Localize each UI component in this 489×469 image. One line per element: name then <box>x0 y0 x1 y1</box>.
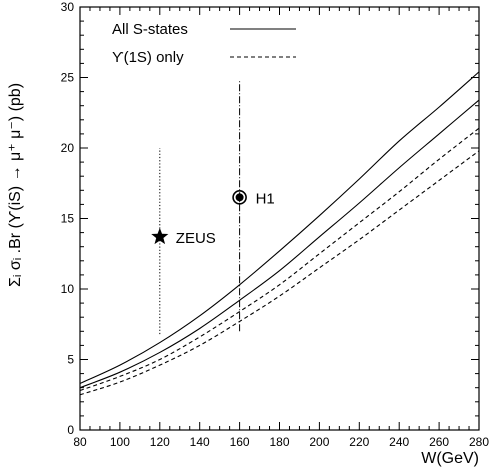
x-tick-label: 100 <box>110 435 130 449</box>
zeus-star-marker <box>151 227 169 245</box>
series-curves <box>79 71 480 396</box>
x-tick-label: 220 <box>349 435 369 449</box>
series-line-upsilon-1s-2 <box>79 127 480 392</box>
y-axis-title: Σᵢ σᵢ .Br (ϒ(iS) → μ⁺ μ⁻) (pb) <box>7 83 24 287</box>
x-tick-label: 280 <box>469 435 489 449</box>
x-tick-label: 240 <box>389 435 409 449</box>
plot-frame <box>79 6 480 431</box>
legend-label-all-s-states: All S-states <box>112 21 188 38</box>
y-tick-label: 25 <box>61 71 75 85</box>
zeus-label: ZEUS <box>176 230 216 247</box>
y-tick-label: 20 <box>61 141 75 155</box>
x-tick-label: 120 <box>150 435 170 449</box>
h1-label: H1 <box>256 190 275 207</box>
h1-ring-marker <box>232 190 247 205</box>
series-line-upsilon-1s-3 <box>79 150 480 396</box>
x-axis-title: W(GeV) <box>421 450 479 467</box>
y-tick-label: 30 <box>61 0 75 14</box>
y-tick-label: 5 <box>67 353 74 367</box>
y-tick-label: 15 <box>61 212 75 226</box>
x-tick-label: 260 <box>429 435 449 449</box>
x-tick-labels: 80 100 120 140 160 180 200 220 240 260 280 <box>73 435 489 449</box>
y-tick-label: 10 <box>61 282 75 296</box>
x-tick-label: 200 <box>309 435 329 449</box>
x-tick-label: 140 <box>190 435 210 449</box>
y-tick-labels: 0 5 10 15 20 25 30 <box>61 0 75 437</box>
series-line-all-s-states-1 <box>79 99 480 389</box>
series-line-all-s-states-0 <box>79 71 480 384</box>
legend: All S-states ϒ(1S) only <box>112 21 296 66</box>
x-tick-label: 160 <box>230 435 250 449</box>
data-points: ZEUS H1 <box>151 80 275 335</box>
x-tick-label: 80 <box>73 435 87 449</box>
x-tick-label: 180 <box>269 435 289 449</box>
legend-label-upsilon-1s-only: ϒ(1S) only <box>112 49 184 66</box>
h1-dot-marker <box>235 193 244 202</box>
y-tick-label: 0 <box>67 423 74 437</box>
axis-ticks <box>79 6 480 431</box>
